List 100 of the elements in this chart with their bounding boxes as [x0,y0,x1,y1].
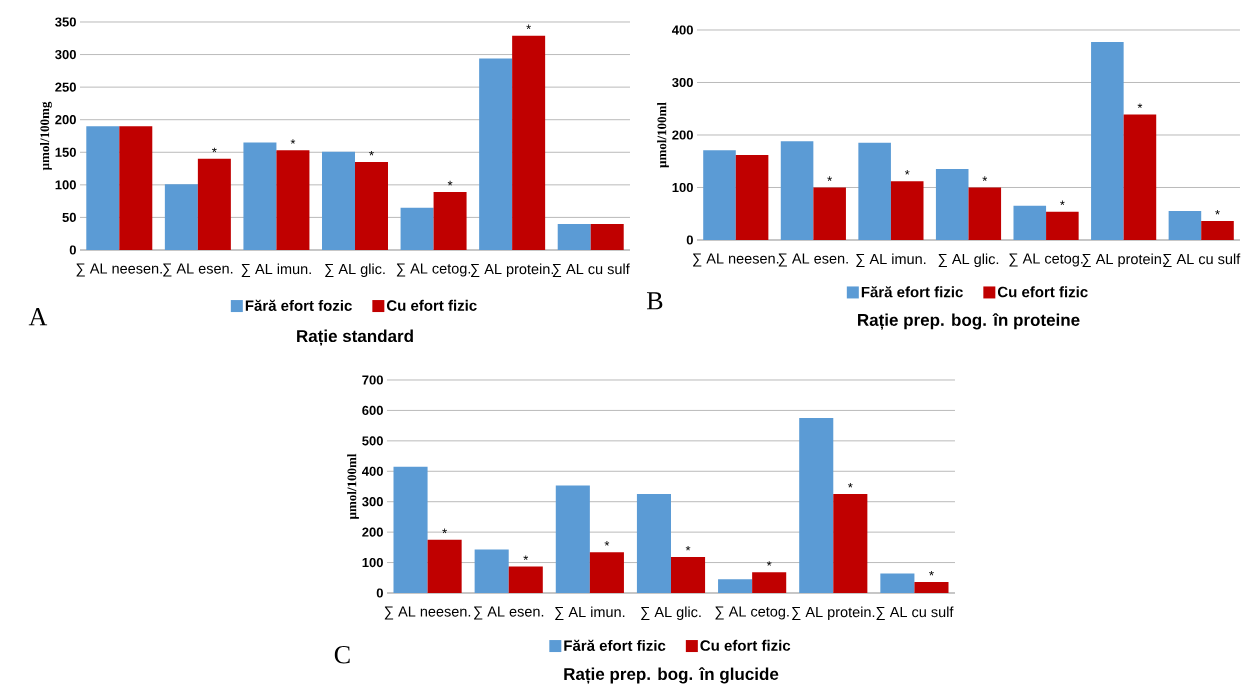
annotation: * [1060,200,1065,206]
text: B [646,292,663,310]
bar [1123,114,1157,240]
y-tick-label: 400 [671,25,693,35]
y-axis-title: µmol/100ml [657,102,669,168]
annotation: * [447,180,453,186]
x-tick-label: ∑ AL neesen. [76,263,162,277]
bar [799,418,834,593]
x-tick-label: ∑ AL imun. [555,606,625,621]
x-tick-label: ∑ AL imun. [856,253,926,268]
x-tick-label: ∑ AL cetog. [396,263,471,277]
x-tick-label: ∑ AL neesen. [384,606,471,620]
y-tick-label: 0 [686,235,693,245]
bar [474,549,509,593]
bar [1091,42,1124,240]
x-tick-label: ∑ AL protein. [1082,253,1165,268]
annotation: * [212,147,217,153]
bar [557,223,591,250]
annotation: * [1137,103,1143,108]
annotation: * [982,176,988,181]
x-tick-label: ∑ AL cetog. [715,606,789,620]
y-tick-label: 50 [62,212,76,223]
y-tick-label: 200 [672,130,693,140]
y-tick-label: 100 [362,557,383,568]
annotation: * [290,139,296,144]
x-tick-label: ∑ AL esen. [163,263,233,277]
bar [276,150,310,250]
y-tick-label: 350 [55,17,76,27]
bar [703,150,736,240]
legend-label: Fără efort fozic [245,299,352,311]
y-tick-label: 100 [672,182,693,193]
bar [512,35,546,250]
legend-label: Fără efort fizic [564,639,666,651]
y-tick-label: 500 [362,436,383,446]
bar [243,142,277,250]
bar [433,192,467,250]
text: Rație standard [297,329,413,346]
bar [636,494,671,593]
bar [589,552,624,593]
y-tick-label: 300 [672,77,693,88]
bar [833,494,868,593]
annotation: * [442,528,447,534]
annotation: * [523,555,529,560]
y-tick-label: 200 [362,527,383,537]
bar [427,539,462,593]
y-tick-label: 0 [69,245,76,255]
x-tick-label: ∑ AL esen. [778,253,848,267]
legend-label: Cu efort fizic [997,286,1088,298]
bar [1168,211,1202,240]
legend-label: Cu efort fizic [386,299,477,311]
bar [890,181,924,240]
y-tick-label: 0 [376,588,383,598]
bar [119,126,153,250]
bar [1201,221,1234,240]
bar [355,162,388,250]
y-tick-label: 200 [55,115,76,125]
bar [86,126,120,250]
bar [1013,205,1047,240]
x-tick-label: ∑ AL glic. [325,263,385,278]
y-tick-label: 700 [362,375,383,385]
y-tick-label: 150 [55,147,76,157]
x-tick-label: ∑ AL neesen. [693,253,779,267]
y-tick-label: 300 [55,49,76,60]
bar [197,158,231,250]
bar [590,223,624,250]
bar [1046,211,1079,240]
y-tick-label: 250 [55,82,76,92]
bar [479,58,513,250]
bar [914,582,949,593]
bar [735,154,769,240]
legend-label: Cu efort fizic [700,639,791,651]
text: Rație prep. bog. în proteine [858,313,1080,330]
bar [780,141,814,240]
x-tick-label: ∑ AL imun. [241,263,311,278]
x-tick-label: ∑ AL cetog. [1009,253,1083,267]
y-tick-label: 100 [55,180,76,190]
y-tick-label: 300 [362,497,383,507]
annotation: * [848,482,853,488]
x-tick-label: ∑ AL cu sulf [552,263,630,278]
bar [858,142,891,240]
bar [813,187,846,240]
bar [968,187,1002,240]
x-tick-label: ∑ AL cu sulf [876,606,954,621]
bar [393,466,428,593]
text: A [28,308,48,326]
x-tick-label: ∑ AL glic. [938,253,999,268]
annotation: * [904,170,910,175]
bar [400,207,434,250]
text: Rație prep. bog. în glucide [564,667,779,684]
bar [752,572,787,593]
y-tick-label: 400 [361,466,383,476]
text: C [334,646,350,664]
bar [508,566,543,593]
y-tick-label: 600 [362,405,383,416]
annotation: * [369,150,374,156]
x-tick-label: ∑ AL protein. [792,606,875,621]
annotation: * [604,541,610,546]
bar [718,579,753,593]
bar [322,151,356,250]
y-axis-title: µmol/100ml [347,453,359,520]
